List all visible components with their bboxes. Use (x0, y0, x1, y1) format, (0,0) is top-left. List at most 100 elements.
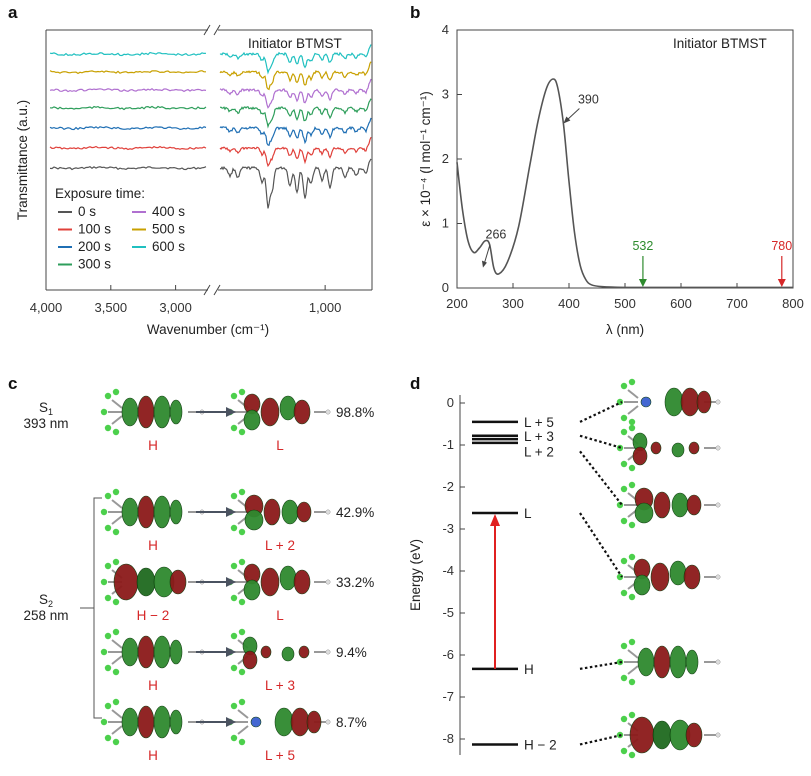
contribution-percent: 98.8% (336, 405, 374, 420)
orbital-connector (579, 434, 623, 450)
energy-level-label: L (524, 506, 532, 521)
panel-d-y-tick-label: -4 (442, 563, 454, 578)
legend-item: 200 s (78, 239, 111, 254)
panel-b-y-tick-label: 3 (442, 87, 449, 102)
panel-d-y-tick-label: -5 (442, 605, 454, 620)
state-s2-label: S2 (39, 592, 53, 609)
legend-item: 400 s (152, 204, 185, 219)
orbital-images (579, 378, 721, 759)
from-orbital-label: H (148, 538, 158, 553)
orbital-connector (579, 660, 623, 670)
panel-d-label: d (410, 374, 420, 393)
orbital-image (100, 628, 205, 676)
transition-arrowhead (226, 717, 236, 727)
transition-row: H L + 5 8.7% (100, 698, 367, 763)
panel-d-y-tick-label: -8 (442, 731, 454, 746)
panel-a-label: a (8, 3, 18, 22)
orbital-image (100, 558, 205, 606)
energy-level-label: H (524, 662, 534, 677)
panel-b-x-tick-label: 300 (502, 296, 524, 311)
panel-a-series (49, 44, 372, 209)
to-orbital-label: L + 5 (265, 748, 295, 763)
legend-title: Exposure time: (55, 186, 145, 201)
orbital-image (226, 628, 331, 676)
orbital-connector (579, 512, 623, 578)
contribution-percent: 33.2% (336, 575, 374, 590)
orbital-image (226, 558, 331, 606)
panel-b-ylabel: ε × 10⁻⁴ (l mol⁻¹ cm⁻¹) (418, 91, 433, 227)
to-orbital-label: L + 3 (265, 678, 295, 693)
panel-a-series-right (219, 61, 372, 91)
orbital-image (100, 388, 205, 436)
panel-b-annotations: 266 390 532 780 (481, 93, 792, 287)
annotation-266-arrow (483, 244, 491, 265)
panel-a-x-tick-label: 4,000 (30, 300, 63, 315)
legend-item: 500 s (152, 222, 185, 237)
panel-a-series-right (219, 136, 372, 168)
panel-a-series-left (49, 126, 207, 131)
panel-a-series-left (49, 166, 207, 171)
orbital-image (616, 424, 721, 472)
energy-level-label: H − 2 (524, 737, 557, 752)
panel-b-ticks: 200 300 400 500 600 700 800 0 1 2 3 4 (442, 22, 804, 311)
panel-a-x-tick-label: 3,000 (159, 300, 192, 315)
panel-d-ylabel: Energy (eV) (408, 539, 423, 611)
panel-a-series-right (219, 98, 372, 129)
state-s2-wavelength: 258 nm (23, 608, 68, 623)
panel-b-xlabel: λ (nm) (606, 322, 644, 337)
panel-b-x-tick-label: 700 (726, 296, 748, 311)
panel-b-y-tick-label: 0 (442, 280, 449, 295)
panel-b-x-tick-label: 600 (670, 296, 692, 311)
from-orbital-label: H (148, 678, 158, 693)
panel-b-y-tick-label: 4 (442, 22, 449, 37)
transition-rows: H L98.8%H L + 242.9%H − 2 L33.2%H L + 39.4%H… (100, 388, 374, 763)
panel-a-x-ticks: 4,000 3,500 3,000 1,000 (30, 285, 341, 315)
orbital-image (100, 698, 205, 746)
to-orbital-label: L (276, 608, 284, 623)
to-orbital-label: L + 2 (265, 538, 295, 553)
annotation-266: 266 (486, 228, 507, 242)
from-orbital-label: H (148, 438, 158, 453)
orbital-image (226, 488, 331, 536)
excitation-arrowhead (490, 514, 500, 527)
annotation-532-arrowhead (638, 279, 647, 287)
annotation-780-arrowhead (777, 279, 786, 287)
panel-d-y-tick-label: -1 (442, 437, 454, 452)
legend-item: 100 s (78, 222, 111, 237)
panel-b-annotation: Initiator BTMST (673, 36, 767, 51)
panel-a-series-left (49, 70, 206, 75)
orbital-image (616, 711, 721, 759)
energy-level-label: L + 2 (524, 444, 554, 459)
annotation-266-arrowhead (481, 260, 487, 268)
panel-d: 0 -1 -2 -3 -4 -5 -6 -7 -8 Energy (eV) L + 5L + 3… (408, 378, 721, 759)
annotation-780: 780 (771, 239, 792, 253)
panel-a-series-left (49, 145, 207, 151)
panel-a-x-tick-label: 3,500 (95, 300, 128, 315)
annotation-390-arrowhead (563, 116, 571, 124)
panel-a-legend: 0 s 100 s 200 s 300 s 400 s 500 s 600 s (58, 204, 185, 272)
legend-item: 0 s (78, 204, 96, 219)
contribution-percent: 8.7% (336, 715, 367, 730)
legend-item: 600 s (152, 239, 185, 254)
panel-a-annotation: Initiator BTMST (248, 36, 342, 51)
s2-bracket (80, 497, 102, 719)
transition-arrowhead (226, 407, 236, 417)
panel-a-series-right (219, 158, 372, 209)
transition-row: H L 98.8% (100, 388, 374, 453)
axis-break-top (203, 24, 221, 36)
panel-a-series-right (219, 44, 372, 75)
panel-b-x-tick-label: 200 (446, 296, 468, 311)
panel-c-label: c (8, 374, 17, 393)
to-orbital-label: L (276, 438, 284, 453)
panel-d-y-tick-label: -7 (442, 689, 454, 704)
panel-a-xlabel: Wavenumber (cm⁻¹) (147, 322, 269, 337)
annotation-390: 390 (578, 93, 599, 107)
state-s1-wavelength: 393 nm (23, 416, 68, 431)
transition-arrowhead (226, 577, 236, 587)
annotation-532: 532 (632, 239, 653, 253)
energy-level-label: L + 3 (524, 429, 554, 444)
panel-d-y-tick-label: -6 (442, 647, 454, 662)
orbital-image (616, 553, 721, 601)
panel-b-x-tick-label: 500 (614, 296, 636, 311)
